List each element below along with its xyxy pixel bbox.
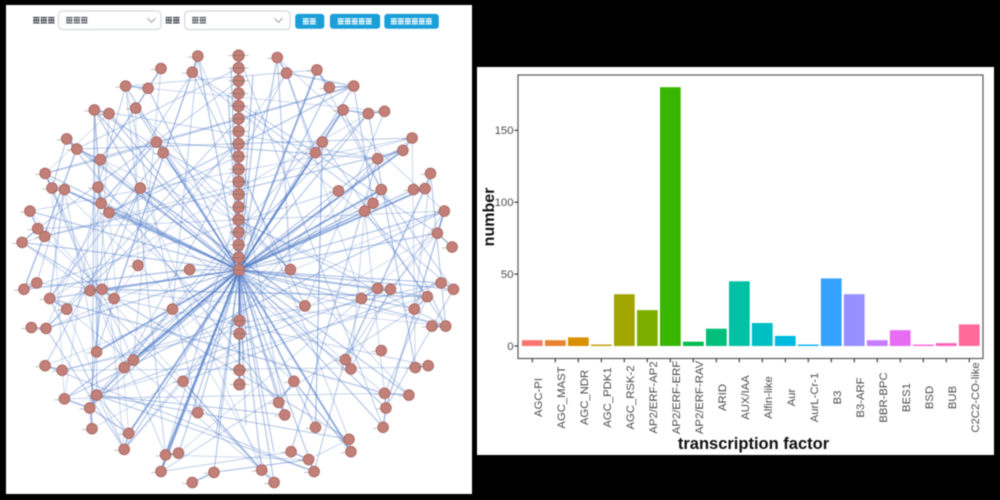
svg-text:AGC-PI: AGC-PI bbox=[533, 378, 545, 417]
svg-text:C2C2-CO-like: C2C2-CO-like bbox=[970, 362, 982, 432]
svg-text:100: 100 bbox=[495, 197, 514, 209]
svg-text:0: 0 bbox=[507, 341, 513, 353]
svg-text:50: 50 bbox=[501, 269, 514, 281]
svg-text:AUX/IAA: AUX/IAA bbox=[740, 375, 752, 420]
svg-text:AurL-Cr-1: AurL-Cr-1 bbox=[809, 373, 821, 423]
svg-text:number: number bbox=[481, 188, 498, 247]
svg-text:BSD: BSD bbox=[924, 386, 936, 409]
svg-text:150: 150 bbox=[495, 125, 514, 137]
svg-text:BBR-BPC: BBR-BPC bbox=[878, 372, 890, 422]
svg-text:ARID: ARID bbox=[717, 384, 729, 411]
svg-text:AGC_NDR: AGC_NDR bbox=[579, 370, 591, 425]
svg-text:BUB: BUB bbox=[947, 386, 959, 409]
svg-text:AGC_RSK-2: AGC_RSK-2 bbox=[625, 365, 637, 429]
svg-text:BES1: BES1 bbox=[901, 383, 913, 412]
svg-text:B3: B3 bbox=[832, 391, 844, 405]
svg-text:Alfin-like: Alfin-like bbox=[763, 376, 775, 419]
svg-text:AP2/ERF-AP2: AP2/ERF-AP2 bbox=[648, 361, 660, 433]
svg-text:AGC_MAST: AGC_MAST bbox=[556, 366, 568, 428]
svg-text:AGC_PDK1: AGC_PDK1 bbox=[602, 367, 614, 427]
svg-text:Aur: Aur bbox=[786, 388, 798, 406]
svg-text:B3-ARF: B3-ARF bbox=[855, 377, 867, 417]
svg-text:transcription factor: transcription factor bbox=[678, 435, 830, 453]
svg-text:AP2/ERF-ERF: AP2/ERF-ERF bbox=[671, 361, 683, 435]
svg-text:AP2/ERF-RAV: AP2/ERF-RAV bbox=[694, 360, 706, 434]
